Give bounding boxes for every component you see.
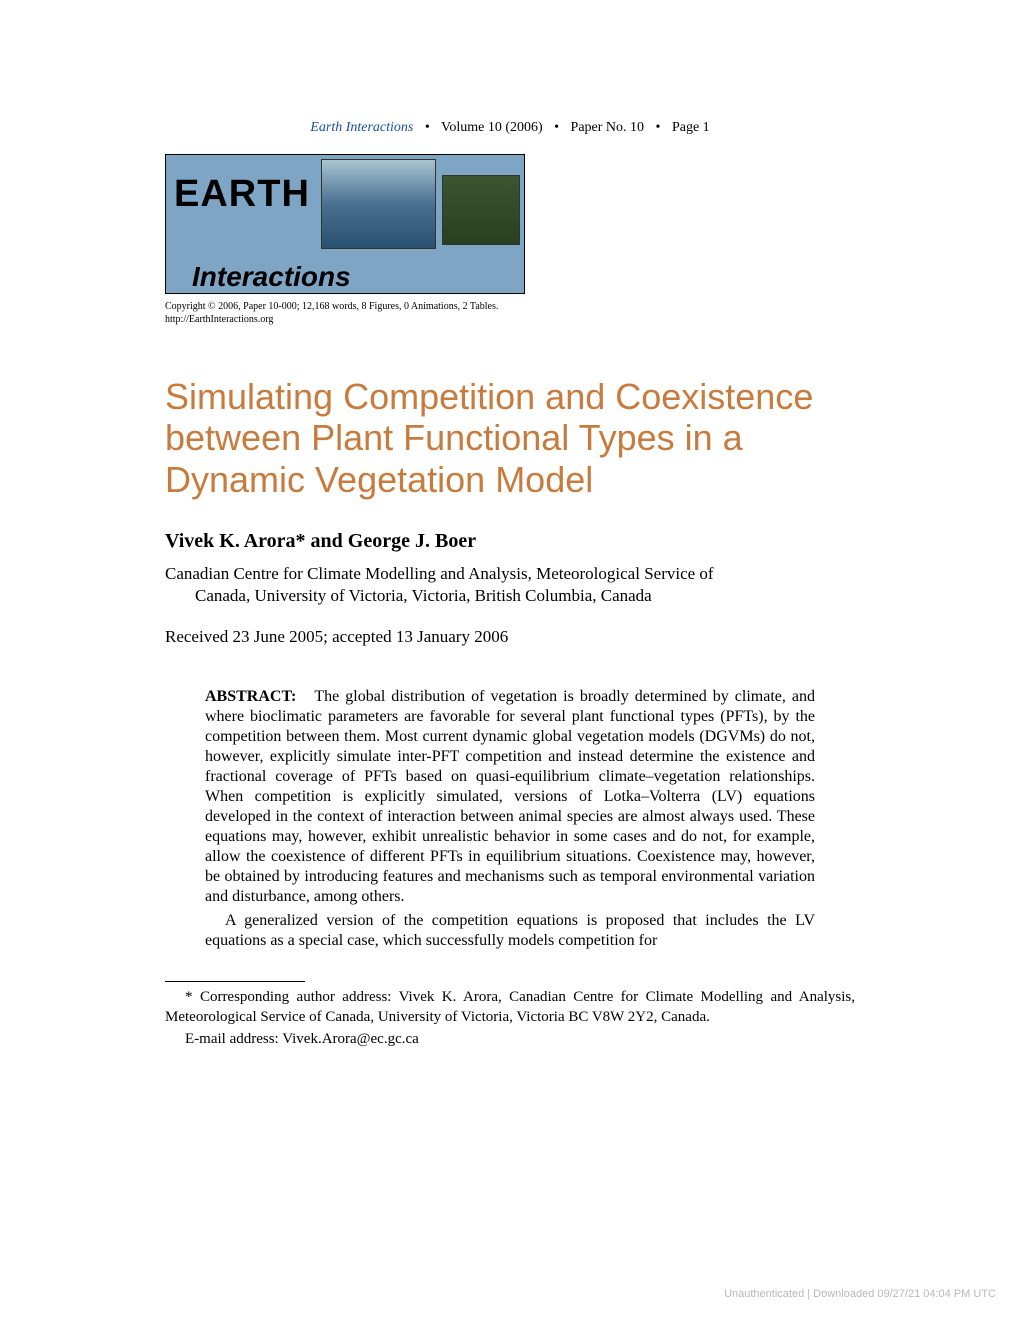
logo-interactions-text: Interactions [192,261,404,293]
footnote-block: * Corresponding author address: Vivek K.… [165,988,855,1050]
copyright-url: http://EarthInteractions.org [165,314,273,325]
abstract-block: ABSTRACT: The global distribution of veg… [165,687,855,951]
abstract-para1: ABSTRACT: The global distribution of veg… [205,687,815,907]
paper-number: Paper No. 10 [571,120,645,135]
journal-logo: EARTH Interactions [165,154,525,294]
logo-earth-text: EARTH [174,175,404,213]
page-number: Page 1 [672,120,710,135]
affiliation: Canadian Centre for Climate Modelling an… [165,563,855,607]
separator: • [554,120,559,135]
affiliation-line1: Canadian Centre for Climate Modelling an… [165,564,714,583]
abstract-text1: The global distribution of vegetation is… [205,688,815,905]
logo-text: EARTH Interactions [174,175,404,293]
footnote-rule [165,981,305,982]
journal-name: Earth Interactions [310,120,413,135]
logo-forest-image [442,175,520,245]
abstract-para2: A generalized version of the competition… [205,911,815,951]
running-header: Earth Interactions • Volume 10 (2006) • … [165,120,855,136]
page-container: Earth Interactions • Volume 10 (2006) • … [0,0,1020,1110]
abstract-label: ABSTRACT: [205,688,296,705]
separator: • [656,120,661,135]
author-email: E-mail address: Vivek.Arora@ec.gc.ca [165,1030,855,1050]
copyright-block: Copyright © 2006, Paper 10-000; 12,168 w… [165,300,855,326]
copyright-text: Copyright © 2006, Paper 10-000; 12,168 w… [165,301,498,312]
affiliation-line2: Canada, University of Victoria, Victoria… [165,585,855,607]
volume-info: Volume 10 (2006) [441,120,543,135]
separator: • [425,120,430,135]
corresponding-author: * Corresponding author address: Vivek K.… [165,988,855,1027]
authors: Vivek K. Arora* and George J. Boer [165,530,855,553]
article-title: Simulating Competition and Coexistence b… [165,376,855,500]
received-accepted-dates: Received 23 June 2005; accepted 13 Janua… [165,627,855,647]
download-watermark: Unauthenticated | Downloaded 09/27/21 04… [724,1288,996,1300]
